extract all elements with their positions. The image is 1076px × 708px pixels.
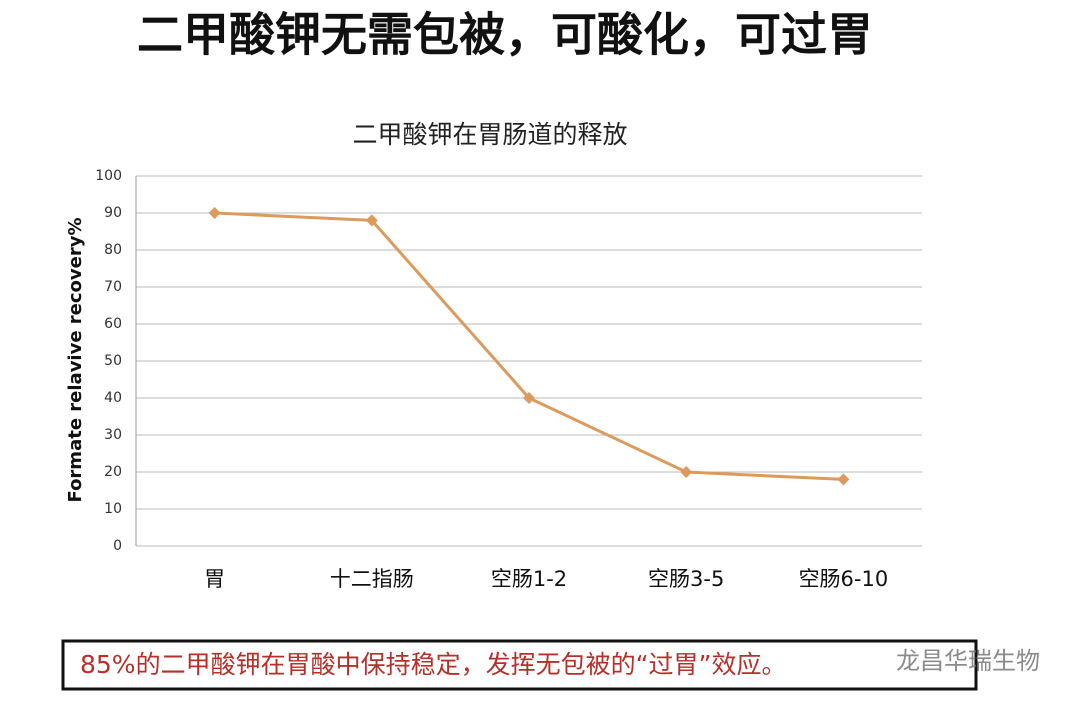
plot: 0 10 20 30 40 50 60 70 80 90 100 胃 十二指肠 空肠1-2 空肠3-5 空肠6… — [95, 168, 922, 591]
y-tick-label: 0 — [113, 538, 122, 554]
data-point — [365, 214, 378, 227]
watermark: 龙昌华瑞生物 — [896, 647, 1040, 675]
chart-title: 二甲酸钾在胃肠道的释放 — [352, 120, 627, 149]
data-point — [837, 473, 850, 486]
footer-text: 85%的二甲酸钾在胃酸中保持稳定，发挥无包被的“过胃”效应。 — [80, 650, 786, 679]
x-tick-label: 十二指肠 — [330, 567, 414, 591]
y-tick-label: 40 — [104, 390, 122, 406]
x-tick-label: 空肠1-2 — [491, 567, 567, 591]
footer-box — [61, 639, 978, 691]
y-tick-label: 70 — [104, 279, 122, 295]
y-axis-label: Formate relavive recovery% — [65, 217, 86, 502]
y-tick-label: 60 — [104, 316, 122, 332]
y-tick-label: 10 — [104, 501, 122, 517]
data-point — [523, 392, 535, 404]
y-tick-label: 100 — [95, 168, 122, 184]
y-tick-label: 50 — [104, 353, 122, 369]
data-point — [208, 207, 221, 219]
data-point — [680, 466, 693, 478]
y-tick-label: 30 — [104, 427, 122, 443]
x-tick-label: 空肠6-10 — [799, 567, 889, 591]
y-tick-label: 20 — [104, 464, 122, 480]
x-tick-label: 空肠3-5 — [648, 567, 724, 591]
y-tick-label: 90 — [104, 205, 122, 221]
slide-heading: 二甲酸钾无需包被，可酸化，可过胃 — [137, 8, 873, 62]
y-tick-label: 80 — [104, 242, 122, 258]
x-tick-label: 胃 — [204, 567, 225, 591]
